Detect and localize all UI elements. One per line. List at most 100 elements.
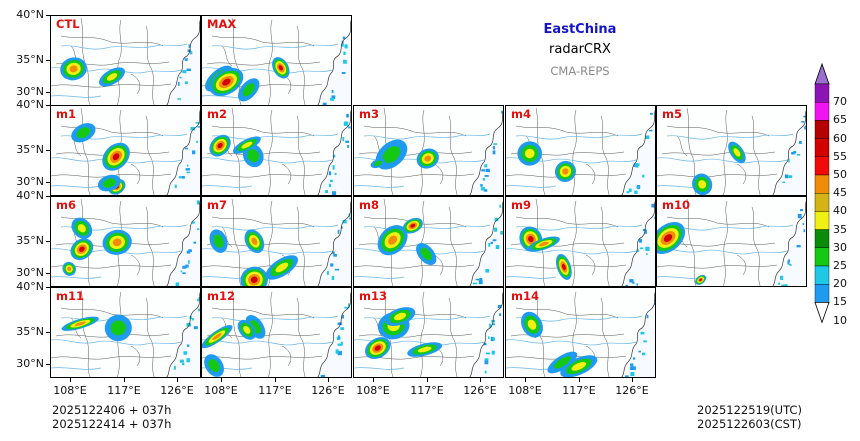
echo-speck bbox=[646, 314, 649, 319]
echo-speck bbox=[483, 189, 488, 192]
echo-speck bbox=[174, 184, 177, 189]
echo-speck bbox=[345, 140, 350, 143]
echo-speck bbox=[186, 171, 191, 174]
river bbox=[51, 367, 102, 370]
colorbar-segment bbox=[814, 192, 830, 212]
echo-speck bbox=[650, 112, 653, 115]
panel-label: m11 bbox=[56, 289, 84, 303]
colorbar-label: 10 bbox=[833, 313, 847, 327]
echo-blob bbox=[733, 148, 741, 157]
map-panel-m8: m8 bbox=[353, 196, 504, 287]
lat-label: 40°N bbox=[16, 280, 44, 293]
echo-speck bbox=[480, 184, 483, 187]
region-title: EastChina bbox=[543, 22, 617, 37]
echo-speck bbox=[335, 349, 339, 354]
echo-speck bbox=[341, 315, 345, 319]
coastline bbox=[166, 291, 200, 377]
echo-speck bbox=[644, 229, 647, 234]
echo-speck bbox=[801, 121, 805, 123]
echo-speck bbox=[337, 351, 342, 356]
river bbox=[51, 95, 102, 98]
echo-speck bbox=[777, 282, 781, 285]
echo-speck bbox=[485, 269, 490, 273]
panel-label: m4 bbox=[511, 107, 531, 121]
colorbar-label: 30 bbox=[833, 240, 847, 254]
lat-tick bbox=[46, 332, 50, 333]
province-boundary bbox=[515, 307, 619, 319]
colorbar-extend-max bbox=[814, 62, 830, 85]
province-boundary bbox=[60, 35, 164, 47]
echo-speck bbox=[333, 254, 337, 257]
init-time-utc: 2025122406 + 037h bbox=[52, 403, 172, 417]
echo-speck bbox=[625, 284, 628, 286]
river bbox=[657, 248, 788, 255]
echo-speck bbox=[500, 110, 503, 114]
echo-speck bbox=[802, 223, 805, 225]
province-boundary bbox=[268, 19, 273, 105]
lat-tick bbox=[46, 15, 50, 16]
panel-label: m8 bbox=[359, 198, 379, 212]
echo-speck bbox=[348, 303, 350, 308]
echo-speck bbox=[483, 342, 487, 346]
echo-speck bbox=[491, 350, 495, 355]
echo-speck bbox=[642, 228, 646, 232]
lon-label: 108°E bbox=[53, 384, 87, 397]
echo-speck bbox=[492, 239, 497, 242]
lat-label: 40°N bbox=[16, 98, 44, 111]
echo-speck bbox=[475, 278, 480, 281]
echo-blob bbox=[663, 234, 673, 242]
province-boundary bbox=[515, 125, 619, 137]
river bbox=[354, 185, 405, 188]
province-boundary bbox=[202, 264, 323, 269]
river bbox=[202, 339, 333, 346]
lon-tick bbox=[124, 378, 125, 382]
lon-label: 108°E bbox=[356, 384, 390, 397]
echo-speck bbox=[343, 59, 347, 64]
province-boundary bbox=[80, 107, 91, 195]
lat-tick bbox=[46, 287, 50, 288]
echo-speck bbox=[806, 222, 807, 226]
echo-speck bbox=[349, 217, 351, 220]
echo-speck bbox=[186, 68, 191, 72]
province-boundary bbox=[231, 107, 242, 195]
echo-blob bbox=[112, 238, 122, 247]
echo-speck bbox=[787, 260, 790, 265]
echo-speck bbox=[783, 284, 788, 286]
lat-label: 40°N bbox=[16, 189, 44, 202]
echo-blob bbox=[110, 320, 126, 336]
colorbar-segment bbox=[814, 211, 830, 230]
river bbox=[515, 133, 643, 140]
echo-speck bbox=[629, 366, 632, 370]
river bbox=[657, 157, 788, 164]
echo-blob bbox=[382, 146, 401, 164]
echo-blob bbox=[561, 263, 566, 271]
echo-speck bbox=[478, 280, 483, 285]
echo-speck bbox=[182, 272, 186, 275]
echo-speck bbox=[342, 220, 347, 224]
colorbar-segment bbox=[814, 83, 830, 103]
river bbox=[354, 276, 405, 279]
echo-blob bbox=[699, 278, 702, 282]
map-panel-m14: m14 bbox=[505, 287, 656, 378]
echo-speck bbox=[645, 246, 650, 251]
echo-speck bbox=[331, 95, 336, 100]
province-boundary bbox=[117, 19, 122, 105]
lon-label: 117°E bbox=[258, 384, 292, 397]
lat-label: 35°N bbox=[16, 143, 44, 156]
echo-speck bbox=[351, 217, 352, 219]
echo-speck bbox=[495, 245, 500, 249]
province-boundary bbox=[448, 297, 458, 377]
echo-speck bbox=[633, 164, 636, 168]
province-boundary bbox=[211, 216, 315, 228]
river bbox=[211, 315, 339, 322]
echo-blob bbox=[250, 276, 258, 284]
province-boundary bbox=[420, 291, 425, 377]
echo-speck bbox=[635, 163, 640, 167]
map-panel-m12: m12 bbox=[201, 287, 352, 378]
echo-blob bbox=[67, 266, 72, 271]
echo-speck bbox=[340, 341, 343, 346]
province-boundary bbox=[383, 289, 394, 377]
province-boundary bbox=[211, 125, 315, 137]
echo-speck bbox=[199, 114, 200, 116]
echo-speck bbox=[492, 146, 495, 150]
